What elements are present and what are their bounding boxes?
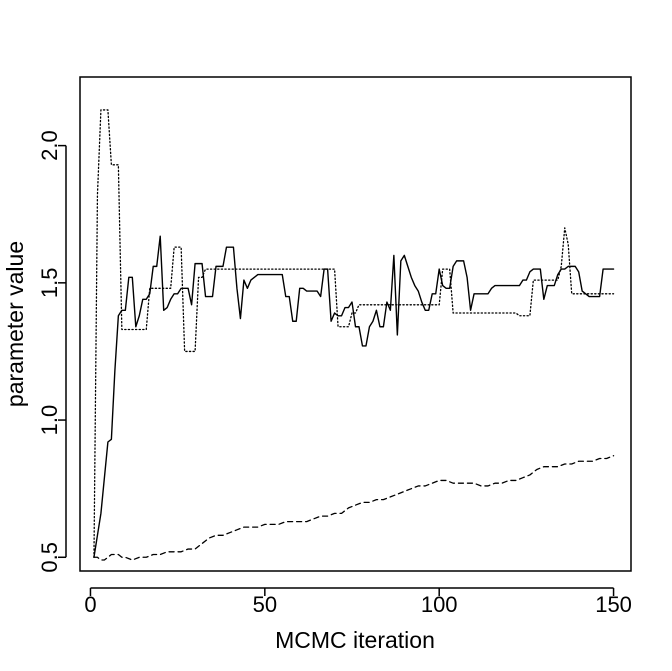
y-tick-label-1-5: 1.5	[37, 268, 62, 299]
series-line-dashed	[93, 455, 615, 561]
y-tick-label-0-5: 0.5	[37, 542, 62, 573]
series-layer	[93, 109, 615, 561]
y-tick-label-1: 1.0	[37, 405, 62, 436]
x-tick-label-0: 0	[84, 592, 96, 617]
x-axis-title: MCMC iteration	[275, 627, 435, 653]
series-line-solid	[93, 235, 615, 558]
x-tick-label-50: 50	[253, 592, 277, 617]
y-axis: 0.5 1.0 1.5 2.0	[37, 130, 67, 573]
y-tick-label-2: 2.0	[37, 130, 62, 161]
x-tick-label-150: 150	[595, 592, 632, 617]
plot-frame-layer	[79, 76, 632, 572]
series-line-dotted	[93, 109, 615, 558]
x-axis: 0 50 100 150	[84, 587, 632, 617]
y-axis-title: parameter value	[2, 241, 28, 407]
plot-frame	[79, 76, 632, 572]
x-tick-label-100: 100	[421, 592, 458, 617]
